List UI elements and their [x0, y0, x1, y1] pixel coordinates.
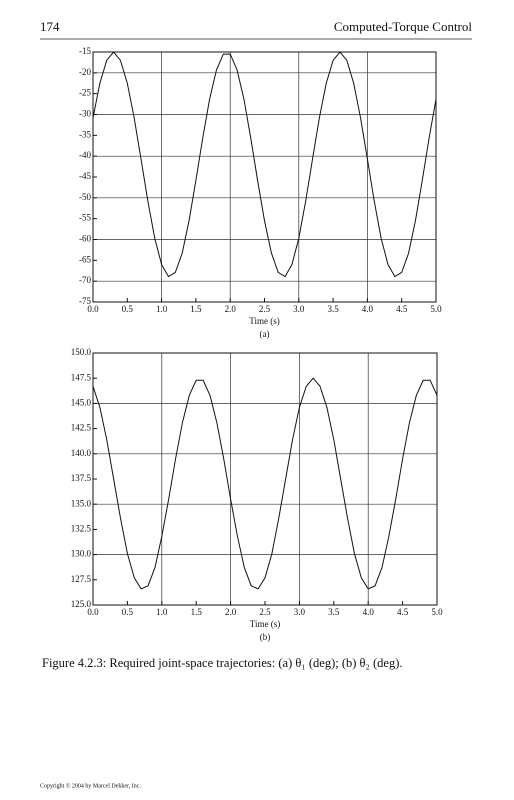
x-tick-label: 1.0 [156, 304, 168, 314]
y-tick-label: -20 [79, 67, 91, 77]
y-tick-label: 130.0 [71, 549, 92, 559]
x-tick-label: 0.0 [87, 607, 99, 617]
data-line [92, 377, 438, 590]
y-tick-label: -60 [79, 234, 91, 244]
x-tick-label: 5.0 [431, 607, 443, 617]
y-tick-label: -35 [79, 129, 91, 139]
copyright: Copyright © 2004 by Marcel Dekker, Inc. [40, 782, 141, 789]
y-tick-label: -70 [79, 275, 91, 285]
x-axis-label: Time (s) [250, 619, 280, 629]
y-tick-label: -75 [79, 296, 91, 306]
figure-caption: Figure 4.2.3: Required joint-space traje… [42, 656, 403, 670]
running-title: Computed-Torque Control [334, 19, 472, 34]
x-tick-label: 0.5 [122, 607, 134, 617]
y-tick-label: 135.0 [71, 498, 92, 508]
x-tick-label: 0.0 [87, 304, 99, 314]
x-tick-label: 1.5 [190, 304, 202, 314]
x-tick-label: 5.0 [430, 304, 442, 314]
x-tick-label: 2.5 [259, 304, 271, 314]
x-tick-label: 1.0 [156, 607, 168, 617]
y-tick-label: 150.0 [71, 347, 92, 357]
y-tick-label: 142.5 [71, 423, 92, 433]
y-tick-label: 145.0 [71, 397, 92, 407]
x-tick-label: 4.5 [397, 607, 409, 617]
x-tick-label: 3.5 [327, 304, 339, 314]
data-line [92, 51, 437, 278]
y-tick-label: -40 [79, 150, 91, 160]
x-axis-label: Time (s) [249, 316, 279, 326]
y-tick-label: -45 [79, 171, 91, 181]
plot-frame [92, 51, 437, 303]
x-tick-label: 4.0 [362, 304, 374, 314]
x-tick-label: 4.5 [396, 304, 408, 314]
panel-label: (a) [260, 329, 270, 339]
page-number: 174 [40, 19, 60, 34]
y-tick-label: 147.5 [71, 372, 92, 382]
y-tick-label: -30 [79, 109, 91, 119]
x-tick-label: 3.0 [293, 304, 305, 314]
y-tick-label: 137.5 [71, 473, 92, 483]
y-tick-label: -25 [79, 88, 91, 98]
y-tick-label: -65 [79, 254, 91, 264]
panel-label: (b) [260, 632, 271, 642]
y-tick-label: -55 [79, 213, 91, 223]
x-tick-label: 3.0 [294, 607, 306, 617]
x-tick-label: 0.5 [122, 304, 134, 314]
x-tick-label: 4.0 [363, 607, 375, 617]
x-tick-label: 2.0 [225, 304, 237, 314]
x-tick-label: 1.5 [191, 607, 203, 617]
y-tick-label: 127.5 [71, 574, 92, 584]
y-tick-label: -50 [79, 192, 91, 202]
x-tick-label: 2.0 [225, 607, 237, 617]
y-tick-label: 125.0 [71, 599, 92, 609]
y-tick-label: 132.5 [71, 523, 92, 533]
plot-frame [92, 352, 438, 606]
x-tick-label: 3.5 [328, 607, 340, 617]
y-tick-label: 140.0 [71, 448, 92, 458]
x-tick-label: 2.5 [259, 607, 271, 617]
y-tick-label: -15 [79, 46, 91, 56]
